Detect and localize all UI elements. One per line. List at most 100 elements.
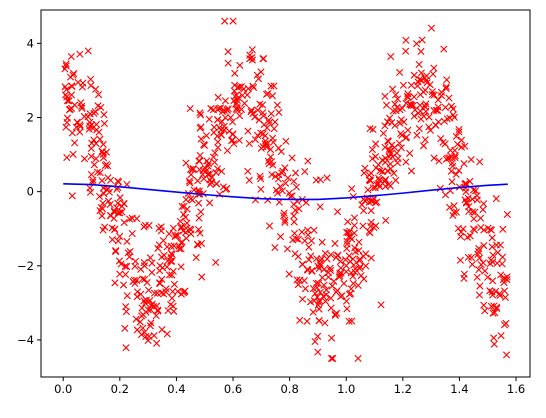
- scatter-point: [373, 198, 381, 206]
- scatter-point: [343, 305, 351, 313]
- scatter-point: [367, 254, 375, 262]
- scatter-point: [393, 95, 402, 103]
- scatter-point: [152, 312, 160, 320]
- scatter-point: [327, 304, 335, 312]
- scatter-point: [65, 97, 73, 105]
- scatter-point: [277, 148, 285, 156]
- scatter-point: [362, 250, 370, 258]
- scatter-point: [273, 189, 282, 197]
- scatter-point: [418, 36, 426, 44]
- scatter-point: [304, 157, 312, 165]
- scatter-point: [393, 103, 401, 111]
- scatter-point: [218, 117, 226, 126]
- scatter-point: [366, 176, 374, 185]
- scatter-point: [63, 153, 71, 162]
- scatter-point: [156, 262, 164, 270]
- scatter-point: [475, 266, 483, 274]
- scatter-point: [323, 174, 331, 182]
- scatter-point: [132, 315, 140, 323]
- scatter-point: [314, 348, 322, 356]
- scatter-point: [412, 40, 421, 48]
- scatter-point: [255, 116, 263, 124]
- scatter-point: [402, 36, 410, 44]
- scatter-point: [288, 154, 296, 162]
- scatter-point: [182, 159, 190, 167]
- scatter-point: [86, 118, 94, 126]
- scatter-point: [90, 136, 98, 144]
- scatter-point: [94, 91, 103, 99]
- scatter-point: [133, 326, 141, 334]
- scatter-point: [388, 85, 397, 93]
- scatter-point: [427, 24, 436, 32]
- scatter-point: [452, 208, 461, 216]
- scatter-point: [85, 125, 93, 133]
- scatter-point: [322, 286, 331, 294]
- scatter-point: [231, 81, 239, 89]
- scatter-point: [283, 245, 291, 253]
- x-tick-label: 1.2: [394, 382, 412, 396]
- scatter-point: [94, 102, 102, 110]
- scatter-point: [265, 119, 273, 127]
- scatter-point: [106, 200, 114, 209]
- scatter-point: [429, 70, 437, 78]
- scatter-point: [236, 61, 244, 69]
- scatter-point: [316, 260, 324, 268]
- scatter-point: [434, 103, 442, 111]
- scatter-point: [145, 221, 153, 230]
- scatter-point: [384, 137, 392, 145]
- scatter-point: [404, 90, 412, 98]
- scatter-point: [470, 226, 479, 234]
- scatter-point: [90, 161, 98, 169]
- scatter-point: [234, 93, 243, 102]
- scatter-point: [214, 116, 222, 124]
- scatter-point: [294, 281, 302, 289]
- scatter-point: [457, 232, 465, 241]
- scatter-point: [449, 105, 457, 113]
- scatter-point: [178, 202, 186, 211]
- scatter-point: [323, 255, 331, 263]
- scatter-point: [437, 134, 445, 143]
- fit-line: [63, 183, 508, 201]
- scatter-point: [285, 189, 293, 197]
- scatter-point: [476, 282, 484, 290]
- scatter-point: [112, 247, 120, 255]
- scatter-point: [407, 101, 415, 109]
- scatter-series: [61, 17, 511, 363]
- scatter-point: [278, 187, 287, 195]
- scatter-point: [228, 118, 237, 126]
- scatter-point: [133, 215, 141, 223]
- scatter-point: [303, 317, 311, 325]
- scatter-point: [79, 79, 87, 87]
- scatter-point: [76, 128, 84, 136]
- scatter-point: [445, 94, 453, 102]
- scatter-point: [328, 282, 336, 290]
- scatter-point: [475, 291, 484, 299]
- scatter-point: [321, 249, 329, 257]
- scatter-point: [410, 93, 418, 101]
- scatter-point: [273, 101, 281, 109]
- scatter-point: [417, 47, 425, 56]
- scatter-point: [270, 125, 278, 133]
- scatter-point: [69, 150, 77, 158]
- scatter-point: [197, 111, 205, 119]
- scatter-point: [380, 177, 389, 186]
- scatter-point: [406, 149, 414, 157]
- scatter-point: [392, 91, 400, 99]
- scatter-point: [346, 227, 354, 235]
- scatter-point: [80, 155, 89, 163]
- scatter-point: [188, 196, 196, 204]
- scatter-point: [413, 131, 421, 139]
- scatter-point: [123, 292, 131, 300]
- scatter-point: [421, 86, 429, 94]
- scatter-point: [355, 257, 364, 265]
- scatter-point: [422, 107, 430, 116]
- scatter-point: [261, 137, 270, 145]
- scatter-point: [87, 75, 95, 83]
- scatter-point: [163, 263, 171, 271]
- scatter-point: [369, 184, 377, 192]
- scatter-point: [305, 243, 313, 251]
- scatter-point: [197, 123, 205, 131]
- scatter-point: [477, 261, 485, 269]
- scatter-point: [461, 184, 470, 192]
